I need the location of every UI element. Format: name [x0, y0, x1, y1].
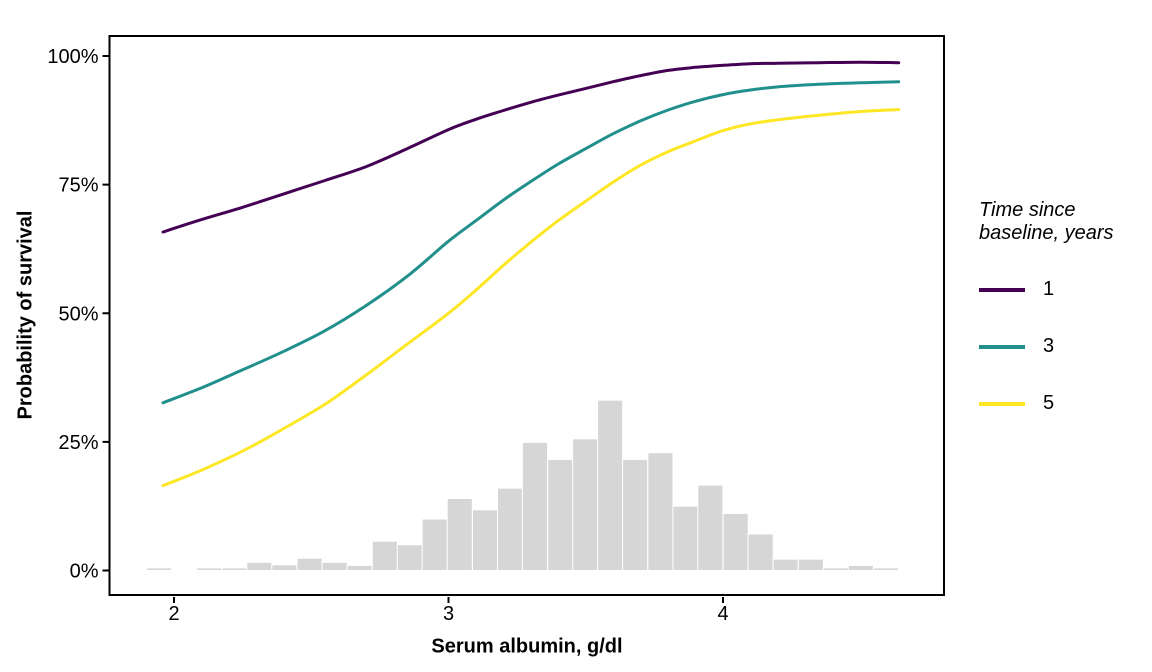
- histogram-bar: [246, 561, 273, 571]
- histogram-bar: [822, 567, 849, 572]
- histogram-bar: [146, 567, 173, 572]
- survival-curve-3yr: [161, 80, 901, 405]
- panel-border: [108, 35, 945, 596]
- histogram-bar: [396, 544, 423, 571]
- legend-item-1: 1: [979, 261, 1151, 318]
- histogram-bar: [722, 512, 749, 572]
- histogram-bar: [622, 458, 649, 571]
- legend-title: Time since baseline, years: [979, 199, 1114, 244]
- y-axis-title: Probability of survival: [14, 210, 37, 420]
- histogram-bar: [472, 509, 499, 571]
- histogram-bar: [521, 441, 549, 571]
- histogram-bar: [446, 498, 473, 571]
- legend-line-swatch-3: [979, 344, 1025, 349]
- histogram-bar: [497, 487, 524, 572]
- survival-curve-1yr: [161, 60, 901, 234]
- y-tick-label: 25%: [58, 432, 98, 454]
- legend-item-3: 3: [979, 318, 1151, 375]
- histogram-bar: [321, 561, 348, 571]
- histogram-bar: [371, 540, 398, 572]
- histogram-bar: [873, 567, 900, 572]
- x-tick-label: 2: [168, 603, 179, 625]
- histogram-bar: [271, 564, 298, 571]
- x-axis-title: Serum albumin, g/dl: [431, 635, 623, 658]
- y-tick-label: 0%: [70, 561, 99, 583]
- axis-tick-labels: 2 3 4 0% 25% 50% 75% 100%: [47, 46, 728, 625]
- histogram-bar: [747, 533, 774, 571]
- x-tick-label: 3: [443, 603, 454, 625]
- histogram-bar: [421, 518, 448, 571]
- histogram-bar: [196, 567, 223, 572]
- legend-line-swatch-5: [979, 401, 1025, 406]
- histogram-bar: [772, 558, 799, 572]
- histogram-bar: [572, 438, 599, 571]
- histogram-bar: [697, 484, 724, 572]
- legend-label-3: 3: [1043, 335, 1055, 357]
- histogram-bar: [346, 564, 373, 572]
- x-tick-label: 4: [717, 603, 728, 625]
- legend-item-5: 5: [979, 375, 1151, 432]
- histogram-bar: [647, 452, 674, 572]
- histogram-bar: [547, 458, 574, 571]
- y-tick-label: 50%: [58, 303, 98, 325]
- axis-ticks: [102, 55, 724, 603]
- histogram-bar: [672, 505, 699, 572]
- legend: Time since baseline, years 1 3 5: [979, 199, 1151, 432]
- histogram-bar: [597, 399, 624, 572]
- legend-items: 1 3 5: [979, 261, 1151, 432]
- legend-label-1: 1: [1043, 278, 1055, 300]
- y-tick-label: 75%: [58, 175, 98, 197]
- histogram-bar: [296, 557, 323, 572]
- survival-curve-5yr: [161, 108, 901, 488]
- histogram: [146, 399, 900, 572]
- legend-label-5: 5: [1043, 392, 1055, 414]
- histogram-bar: [221, 567, 248, 572]
- legend-line-swatch-1: [979, 287, 1025, 292]
- histogram-bar: [797, 558, 824, 572]
- histogram-bar: [847, 564, 874, 572]
- survival-curves: [161, 60, 901, 488]
- y-tick-label: 100%: [47, 46, 98, 68]
